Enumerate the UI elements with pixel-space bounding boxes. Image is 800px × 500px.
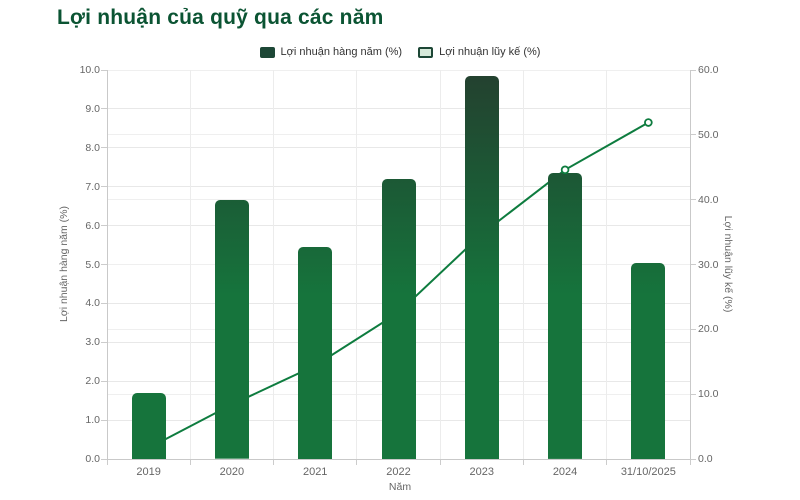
y-tick-label-right: 0.0 xyxy=(698,453,713,465)
annual-series-swatch-icon xyxy=(259,46,275,58)
y-axis-left-tick xyxy=(101,419,107,421)
bar-2019[interactable] xyxy=(131,392,166,459)
y-tick-label-left: 9.0 xyxy=(85,102,100,115)
x-axis-tick xyxy=(273,459,275,465)
x-tick-label: 2024 xyxy=(552,466,578,478)
bar-2021[interactable] xyxy=(298,246,333,459)
h-gridline-right xyxy=(107,134,690,136)
v-gridline xyxy=(273,70,275,459)
v-gridline xyxy=(356,70,358,459)
bar-2024[interactable] xyxy=(548,173,583,459)
x-axis-tick xyxy=(522,459,524,465)
y-axis-left-line xyxy=(106,70,108,459)
y-tick-label-left: 6.0 xyxy=(85,219,100,232)
y-axis-left-tick xyxy=(101,264,107,265)
y-tick-label-left: 4.0 xyxy=(85,297,100,310)
y-tick-label-left: 3.0 xyxy=(85,336,100,349)
y-axis-right-tick xyxy=(690,458,696,460)
y-tick-label-right: 10.0 xyxy=(698,388,719,401)
y-axis-left-tick xyxy=(101,147,107,149)
y-axis-left-tick xyxy=(101,341,107,343)
y-axis-right-line xyxy=(689,70,691,459)
x-axis-tick xyxy=(689,459,691,465)
y-axis-right-tick xyxy=(690,393,696,395)
y-tick-label-right: 30.0 xyxy=(698,258,719,271)
legend-item-cumulative[interactable]: Lợi nhuận lũy kế (%) xyxy=(418,46,540,58)
cumulative-series-swatch-icon xyxy=(418,46,434,58)
bar-2020[interactable] xyxy=(214,200,249,459)
y-tick-label-left: 10.0 xyxy=(79,64,100,76)
bar-2022[interactable] xyxy=(381,178,416,459)
x-tick-label: 31/10/2025 xyxy=(620,466,676,478)
h-gridline-left xyxy=(107,147,690,149)
y-tick-label-left: 2.0 xyxy=(85,375,100,388)
y-axis-left-title: Lợi nhuận hàng năm (%) xyxy=(58,205,70,323)
v-gridline xyxy=(189,70,191,459)
h-gridline-left xyxy=(107,108,690,110)
y-tick-label-left: 0.0 xyxy=(85,453,100,465)
legend: Lợi nhuận hàng năm (%) Lợi nhuận lũy kế … xyxy=(0,46,800,58)
h-gridline-right xyxy=(107,69,690,71)
y-axis-right-title: Lợi nhuận lũy kế (%) xyxy=(722,215,734,313)
y-axis-right-tick xyxy=(690,134,696,136)
x-axis-tick xyxy=(356,459,358,465)
y-axis-right-tick xyxy=(690,69,696,71)
v-gridline xyxy=(439,70,441,459)
legend-item-annual[interactable]: Lợi nhuận hàng năm (%) xyxy=(259,46,403,58)
x-tick-label: 2022 xyxy=(386,466,411,478)
x-tick-label: 2023 xyxy=(469,466,495,478)
line-marker-2024[interactable] xyxy=(560,165,570,175)
y-axis-left-tick xyxy=(101,69,107,71)
y-axis-right-tick xyxy=(690,328,696,330)
x-axis-tick xyxy=(189,459,191,465)
line-marker-31/10/2025[interactable] xyxy=(644,118,653,127)
bar-2023[interactable] xyxy=(464,75,499,459)
y-tick-label-right: 20.0 xyxy=(698,323,719,336)
y-axis-left-tick xyxy=(101,108,107,110)
legend-label-cumulative: Lợi nhuận lũy kế (%) xyxy=(439,46,541,58)
y-tick-label-right: 50.0 xyxy=(698,128,719,141)
y-axis-left-tick xyxy=(101,458,107,460)
y-axis-left-tick xyxy=(101,186,107,188)
x-axis-tick xyxy=(106,459,108,465)
x-tick-label: 2019 xyxy=(136,466,161,478)
v-gridline xyxy=(606,70,608,459)
y-tick-label-left: 7.0 xyxy=(85,180,100,193)
y-axis-right-tick xyxy=(690,199,696,201)
legend-label-annual: Lợi nhuận hàng năm (%) xyxy=(280,46,403,58)
y-tick-label-right: 60.0 xyxy=(698,64,719,76)
page-title: Lợi nhuận của quỹ qua các năm xyxy=(57,6,384,29)
y-axis-right-tick xyxy=(690,264,696,265)
y-axis-left-tick xyxy=(101,380,107,382)
y-tick-label-left: 8.0 xyxy=(85,141,100,154)
bar-31/10/2025[interactable] xyxy=(631,262,666,459)
y-axis-left-tick xyxy=(101,302,107,304)
x-axis-line xyxy=(107,458,690,460)
v-gridline xyxy=(522,70,524,459)
x-axis-tick xyxy=(439,459,441,465)
y-tick-label-left: 5.0 xyxy=(85,258,100,271)
x-tick-label: 2020 xyxy=(219,466,245,478)
y-tick-label-left: 1.0 xyxy=(85,414,100,427)
y-axis-left-tick xyxy=(101,225,107,227)
x-axis-title: Năm xyxy=(388,481,412,493)
x-tick-label: 2021 xyxy=(302,466,328,478)
y-tick-label-right: 40.0 xyxy=(698,193,719,206)
x-axis-tick xyxy=(606,459,608,465)
